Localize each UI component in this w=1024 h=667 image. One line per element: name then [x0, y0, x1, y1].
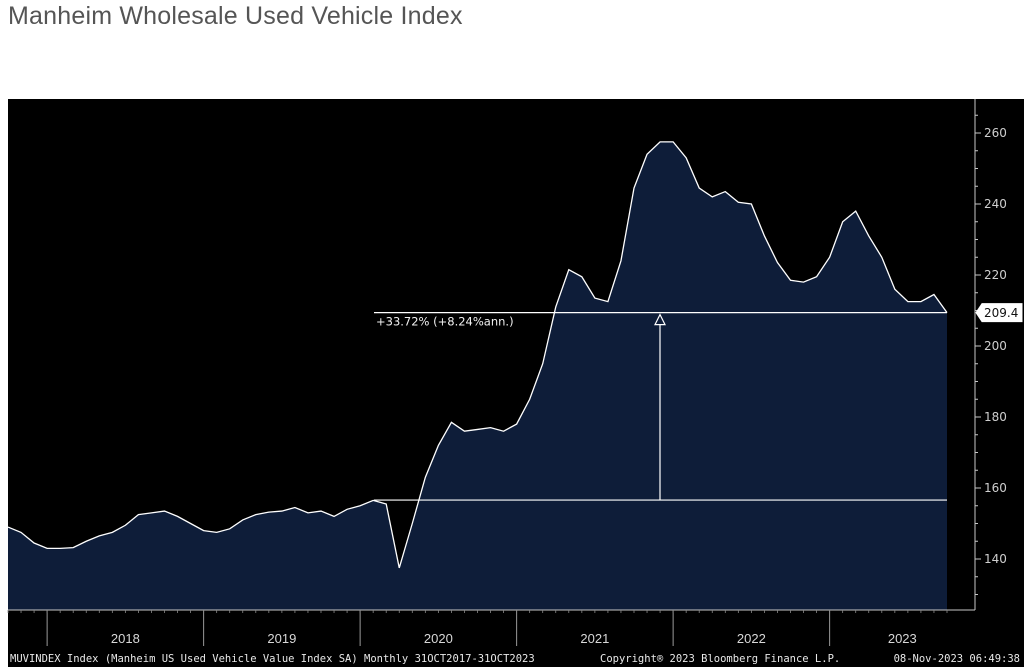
y-tick-label-240: 240	[984, 197, 1007, 211]
x-axis: 2018 2019 2020 2021 2022 2023	[7, 609, 975, 646]
page-title: Manheim Wholesale Used Vehicle Index	[8, 2, 463, 30]
y-axis: 140 160 180 200 220 240 260 209.4	[974, 99, 1023, 610]
footer-timestamp: 08-Nov-2023 06:49:38	[894, 653, 1020, 665]
y-tick-label-140: 140	[984, 552, 1007, 566]
footer-copyright: Copyright® 2023 Bloomberg Finance L.P.	[600, 653, 840, 665]
footer: MUVINDEX Index (Manheim US Used Vehicle …	[10, 653, 1020, 665]
y-tick-label-180: 180	[984, 410, 1007, 424]
x-tick-label-2018: 2018	[111, 631, 140, 646]
x-tick-label-2021: 2021	[580, 631, 609, 646]
x-tick-label-2019: 2019	[267, 631, 296, 646]
x-tick-label-2023: 2023	[888, 631, 917, 646]
annotation-layer: +33.72% (+8.24%ann.)	[374, 312, 947, 501]
y-tick-label-260: 260	[984, 126, 1007, 140]
last-value-label: 209.4	[984, 306, 1018, 320]
area-layer	[7, 141, 948, 610]
y-tick-label-160: 160	[984, 481, 1007, 495]
y-tick-label-200: 200	[984, 339, 1007, 353]
x-tick-label-2022: 2022	[737, 631, 766, 646]
annotation-label: +33.72% (+8.24%ann.)	[376, 315, 514, 329]
last-value-marker	[975, 303, 1023, 323]
y-tick-label-220: 220	[984, 268, 1007, 282]
series-line	[7, 141, 948, 569]
x-tick-label-2020: 2020	[424, 631, 453, 646]
footer-ticker: MUVINDEX Index (Manheim US Used Vehicle …	[10, 653, 535, 665]
series-area	[8, 141, 947, 610]
annotation-arrow-head	[654, 313, 666, 326]
